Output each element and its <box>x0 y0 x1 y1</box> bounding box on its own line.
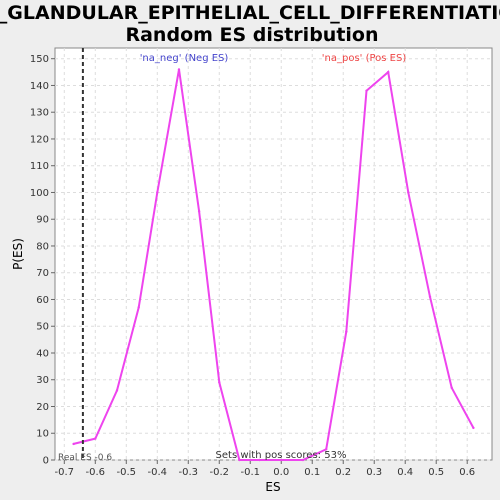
x-tick-label: -0.6 <box>86 467 106 478</box>
data-point <box>137 306 140 309</box>
grid <box>55 48 492 461</box>
data-point <box>156 191 159 194</box>
y-tick-label: 100 <box>30 188 49 199</box>
x-axis-label: ES <box>265 480 280 494</box>
y-tick-label: 30 <box>36 375 49 386</box>
y-tick-label: 110 <box>30 161 49 172</box>
series-line <box>73 69 475 461</box>
data-point <box>386 70 390 74</box>
y-tick-label: 140 <box>30 81 49 92</box>
data-point <box>324 448 328 451</box>
data-point <box>115 389 119 392</box>
y-tick-label: 60 <box>36 295 49 306</box>
y-tick-label: 120 <box>30 134 49 145</box>
pos-es-label: 'na_pos' (Pos ES) <box>322 53 407 64</box>
y-tick-label: 80 <box>36 241 49 252</box>
y-tick-label: 20 <box>36 402 49 413</box>
plot-area <box>54 47 493 461</box>
x-tick-label: 0.1 <box>304 467 320 478</box>
axes: 0 10 20 30 40 50 60 70 80 90 100 110 120 130 140 150 -0.… <box>30 54 475 478</box>
y-tick-label: 10 <box>36 429 49 440</box>
data-point <box>450 386 453 389</box>
data-point <box>258 458 261 462</box>
data-point <box>345 330 348 333</box>
y-tick-label: 70 <box>36 268 49 279</box>
y-tick-label: 50 <box>36 322 49 333</box>
x-tick-label: 0.4 <box>397 467 413 478</box>
data-point <box>177 68 181 71</box>
footer-pos-scores: Sets with pos scores: 53% <box>216 450 347 461</box>
x-tick-label: -0.3 <box>179 467 199 478</box>
x-tick-label: 0.2 <box>335 467 351 478</box>
y-axis-label: P(ES) <box>11 238 25 270</box>
data-point <box>428 295 432 299</box>
x-tick-label: 0.0 <box>273 467 289 478</box>
data-point <box>197 209 201 213</box>
x-tick-label: 0.5 <box>428 467 444 478</box>
data-point <box>238 458 241 462</box>
x-tick-label: -0.7 <box>55 467 75 478</box>
data-point <box>280 458 283 462</box>
chart-title-line2: Random ES distribution <box>125 24 378 46</box>
data-point <box>301 458 305 462</box>
data-point <box>72 442 75 446</box>
y-tick-label: 90 <box>36 215 49 226</box>
x-tick-label: -0.2 <box>210 467 230 478</box>
series-layer <box>72 68 475 462</box>
neg-es-label: 'na_neg' (Neg ES) <box>140 53 229 64</box>
chart-title-line1: GO_GLANDULAR_EPITHELIAL_CELL_DIFFERENTIA… <box>0 2 500 24</box>
y-tick-label: 150 <box>30 54 49 65</box>
x-tick-label: -0.1 <box>240 467 260 478</box>
data-point <box>365 89 368 93</box>
data-point <box>94 437 97 440</box>
x-tick-label: -0.4 <box>148 467 168 478</box>
data-point <box>407 191 410 194</box>
y-tick-label: 40 <box>36 348 49 359</box>
real-es-label: Real ES -0.6 <box>58 453 112 463</box>
x-tick-label: -0.5 <box>117 467 137 478</box>
y-tick-label: 0 <box>43 456 49 467</box>
x-tick-label: 0.6 <box>459 467 475 478</box>
x-tick-label: 0.3 <box>366 467 382 478</box>
y-tick-label: 130 <box>30 108 49 119</box>
data-point <box>218 381 221 384</box>
data-point <box>472 426 475 430</box>
